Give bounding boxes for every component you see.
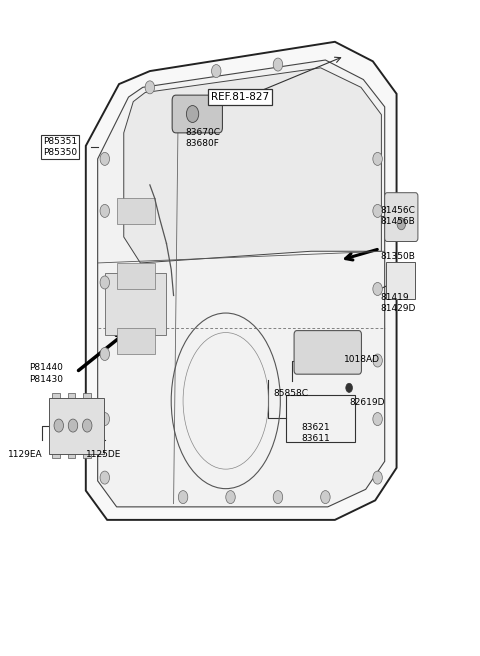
Circle shape [346,383,352,392]
Circle shape [145,81,155,94]
Circle shape [373,283,383,295]
Circle shape [212,64,221,77]
Circle shape [100,471,109,484]
Circle shape [373,152,383,165]
Circle shape [68,419,78,432]
Bar [117,198,155,224]
Bar [117,263,155,289]
Circle shape [397,218,406,230]
Circle shape [179,491,188,504]
Text: 81350B: 81350B [380,252,415,261]
Circle shape [100,348,109,361]
Polygon shape [97,60,384,507]
Circle shape [321,491,330,504]
Text: 1125DE: 1125DE [86,450,121,459]
Polygon shape [86,42,396,520]
FancyBboxPatch shape [385,262,415,298]
FancyBboxPatch shape [49,398,104,453]
Circle shape [226,491,235,504]
Text: 81456C
81456B: 81456C 81456B [380,206,415,226]
Circle shape [100,152,109,165]
Text: 1018AD: 1018AD [344,355,380,363]
Text: 81419
81429D: 81419 81429D [380,293,415,314]
Circle shape [373,471,383,484]
Circle shape [373,205,383,217]
FancyBboxPatch shape [172,95,222,133]
Circle shape [100,413,109,426]
Text: P81440
P81430: P81440 P81430 [29,363,63,384]
Text: 83670C
83680F: 83670C 83680F [185,128,220,148]
Bar [84,393,91,458]
Text: 83621
83611: 83621 83611 [301,423,330,443]
FancyBboxPatch shape [294,331,361,374]
Circle shape [100,276,109,289]
Circle shape [273,491,283,504]
Circle shape [186,106,199,123]
Circle shape [373,354,383,367]
Circle shape [373,413,383,426]
Bar [105,273,167,335]
Text: REF.81-827: REF.81-827 [211,92,269,102]
Text: P85351
P85350: P85351 P85350 [43,137,77,157]
Polygon shape [124,68,382,263]
Bar [287,395,355,442]
Circle shape [83,419,92,432]
Circle shape [100,205,109,217]
Circle shape [54,419,63,432]
FancyBboxPatch shape [384,193,418,241]
Bar [52,393,60,458]
Circle shape [273,58,283,71]
Bar [68,393,75,458]
Text: 82619D: 82619D [349,398,384,407]
Text: 85858C: 85858C [273,388,308,398]
Text: 1129EA: 1129EA [8,450,42,459]
Bar [117,328,155,354]
